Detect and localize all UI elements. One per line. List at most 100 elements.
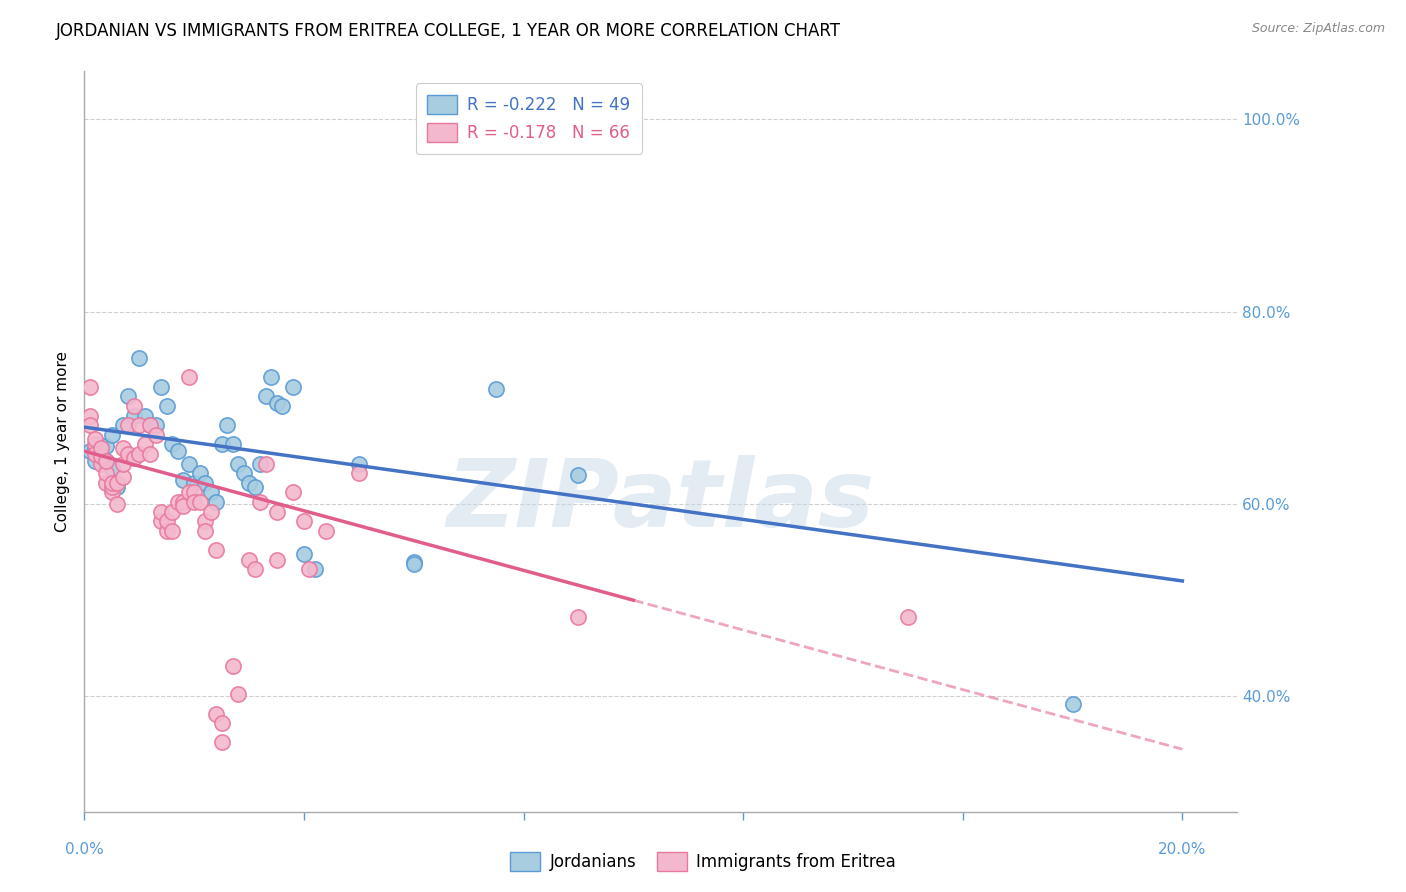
- Point: [128, 418, 150, 433]
- Point: [183, 495, 205, 509]
- Point: [281, 485, 304, 500]
- Point: [139, 418, 162, 433]
- Point: [101, 427, 124, 442]
- Point: [166, 444, 188, 458]
- Point: [243, 562, 266, 576]
- Point: [96, 467, 118, 481]
- Point: [1062, 697, 1084, 711]
- Point: [117, 389, 139, 403]
- Point: [84, 437, 107, 451]
- Point: [139, 418, 162, 433]
- Point: [347, 457, 370, 471]
- Text: 20.0%: 20.0%: [1159, 842, 1206, 857]
- Point: [183, 475, 205, 490]
- Point: [90, 450, 112, 465]
- Point: [105, 475, 128, 490]
- Point: [194, 514, 217, 528]
- Point: [160, 505, 183, 519]
- Point: [172, 473, 194, 487]
- Point: [292, 547, 315, 561]
- Point: [79, 380, 101, 394]
- Point: [205, 543, 228, 558]
- Point: [90, 449, 112, 463]
- Point: [194, 475, 217, 490]
- Point: [205, 706, 228, 721]
- Point: [249, 457, 271, 471]
- Point: [111, 418, 134, 433]
- Point: [79, 409, 101, 423]
- Point: [221, 658, 243, 673]
- Point: [232, 467, 254, 481]
- Point: [304, 562, 326, 576]
- Point: [111, 470, 134, 484]
- Point: [298, 562, 321, 576]
- Point: [315, 524, 337, 538]
- Point: [292, 514, 315, 528]
- Point: [205, 495, 228, 509]
- Text: Source: ZipAtlas.com: Source: ZipAtlas.com: [1251, 22, 1385, 36]
- Point: [347, 467, 370, 481]
- Point: [200, 505, 222, 519]
- Point: [177, 457, 200, 471]
- Point: [211, 716, 233, 731]
- Text: JORDANIAN VS IMMIGRANTS FROM ERITREA COLLEGE, 1 YEAR OR MORE CORRELATION CHART: JORDANIAN VS IMMIGRANTS FROM ERITREA COL…: [56, 22, 841, 40]
- Point: [150, 380, 173, 394]
- Point: [194, 524, 217, 538]
- Point: [485, 382, 508, 396]
- Point: [188, 495, 211, 509]
- Point: [101, 460, 124, 475]
- Point: [117, 447, 139, 461]
- Point: [266, 396, 288, 410]
- Point: [117, 418, 139, 433]
- Y-axis label: College, 1 year or more: College, 1 year or more: [55, 351, 70, 532]
- Point: [156, 514, 179, 528]
- Point: [122, 450, 145, 465]
- Point: [226, 687, 249, 701]
- Point: [96, 439, 118, 453]
- Point: [90, 457, 112, 471]
- Point: [128, 351, 150, 365]
- Point: [177, 485, 200, 500]
- Point: [84, 447, 107, 461]
- Point: [221, 437, 243, 451]
- Point: [145, 427, 167, 442]
- Point: [90, 442, 112, 456]
- Point: [79, 418, 101, 433]
- Point: [105, 480, 128, 494]
- Point: [96, 475, 118, 490]
- Point: [254, 457, 277, 471]
- Point: [150, 505, 173, 519]
- Point: [90, 439, 112, 453]
- Point: [134, 409, 156, 423]
- Point: [101, 475, 124, 490]
- Point: [266, 553, 288, 567]
- Point: [567, 610, 589, 624]
- Point: [402, 557, 425, 571]
- Text: 0.0%: 0.0%: [65, 842, 104, 857]
- Point: [84, 432, 107, 446]
- Point: [96, 454, 118, 468]
- Point: [105, 497, 128, 511]
- Point: [217, 418, 239, 433]
- Point: [128, 447, 150, 461]
- Point: [96, 454, 118, 468]
- Point: [84, 454, 107, 468]
- Point: [254, 389, 277, 403]
- Point: [122, 409, 145, 423]
- Point: [139, 447, 162, 461]
- Point: [243, 480, 266, 494]
- Point: [160, 437, 183, 451]
- Point: [271, 399, 294, 413]
- Point: [160, 524, 183, 538]
- Point: [266, 505, 288, 519]
- Legend: R = -0.222   N = 49, R = -0.178   N = 66: R = -0.222 N = 49, R = -0.178 N = 66: [416, 83, 643, 153]
- Point: [183, 485, 205, 500]
- Point: [238, 475, 260, 490]
- Point: [260, 370, 283, 384]
- Point: [567, 468, 589, 483]
- Point: [111, 457, 134, 471]
- Point: [166, 495, 188, 509]
- Point: [177, 370, 200, 384]
- Point: [156, 524, 179, 538]
- Point: [150, 514, 173, 528]
